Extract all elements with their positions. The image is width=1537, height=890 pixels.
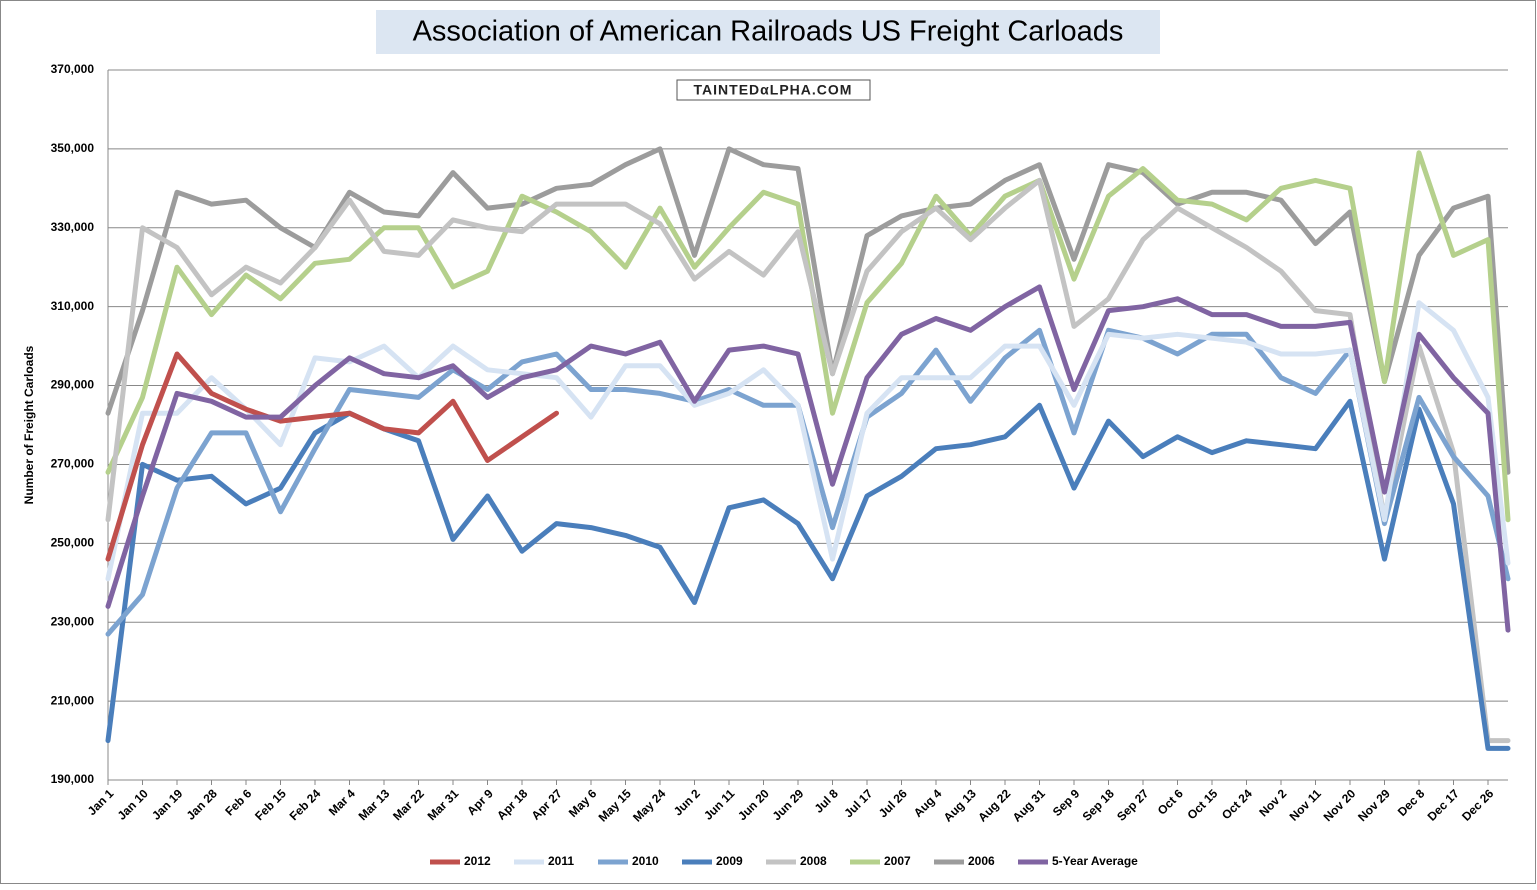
y-axis-label: Number of Freight Carloads	[22, 345, 36, 504]
y-tick-label: 290,000	[51, 378, 95, 392]
y-tick-label: 270,000	[51, 457, 95, 471]
y-tick-label: 370,000	[51, 62, 95, 76]
series-line	[105, 327, 1511, 637]
y-tick-label: 190,000	[51, 772, 95, 786]
series-line	[105, 177, 1511, 744]
y-tick-label: 350,000	[51, 141, 95, 155]
title-box	[376, 10, 1160, 54]
legend-label: 2012	[464, 854, 491, 868]
y-tick-label: 330,000	[51, 220, 95, 234]
legend-label: 2008	[800, 854, 827, 868]
watermark: TAINTEDαLPHA.COM	[694, 82, 853, 98]
y-tick-label: 230,000	[51, 614, 95, 628]
y-tick-label: 250,000	[51, 536, 95, 550]
series-line	[105, 351, 559, 562]
legend-label: 2007	[884, 854, 911, 868]
legend-label: 2011	[548, 854, 574, 868]
series-line	[105, 146, 1511, 475]
legend-label: 2006	[968, 854, 995, 868]
series-line	[105, 398, 1511, 751]
legend-label: 2009	[716, 854, 743, 868]
legend-label: 5-Year Average	[1052, 854, 1138, 868]
chart-title: Association of American Railroads US Fre…	[413, 16, 1124, 48]
watermark-box	[676, 79, 871, 101]
y-tick-label: 310,000	[51, 299, 95, 313]
y-tick-label: 210,000	[51, 693, 95, 707]
legend-label: 2010	[632, 854, 659, 868]
series-line	[105, 284, 1511, 633]
